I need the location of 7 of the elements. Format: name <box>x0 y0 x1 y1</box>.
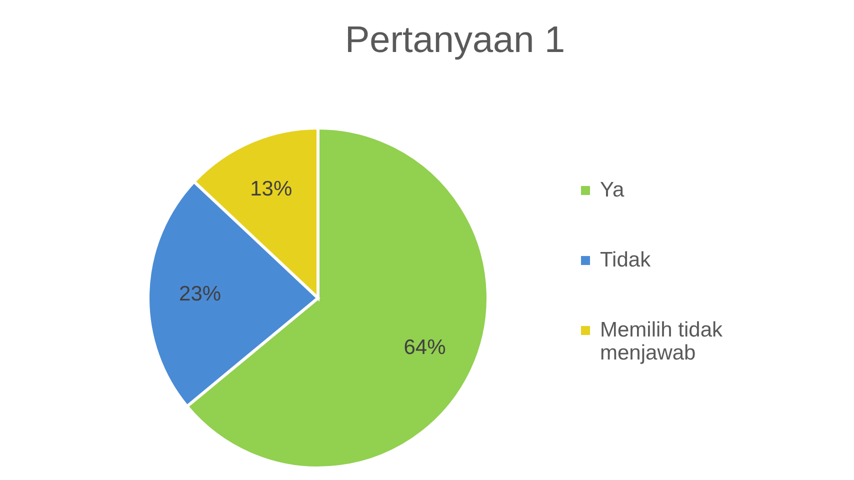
legend-label: Tidak <box>600 248 652 272</box>
legend-label: Ya <box>600 178 624 202</box>
data-label: 23% <box>179 282 222 306</box>
data-label: 13% <box>250 178 292 201</box>
chart-title: Pertanyaan 1 <box>344 19 566 60</box>
data-label: 64% <box>404 336 446 360</box>
legend-label: Memilih tidak menjawab <box>600 318 724 364</box>
